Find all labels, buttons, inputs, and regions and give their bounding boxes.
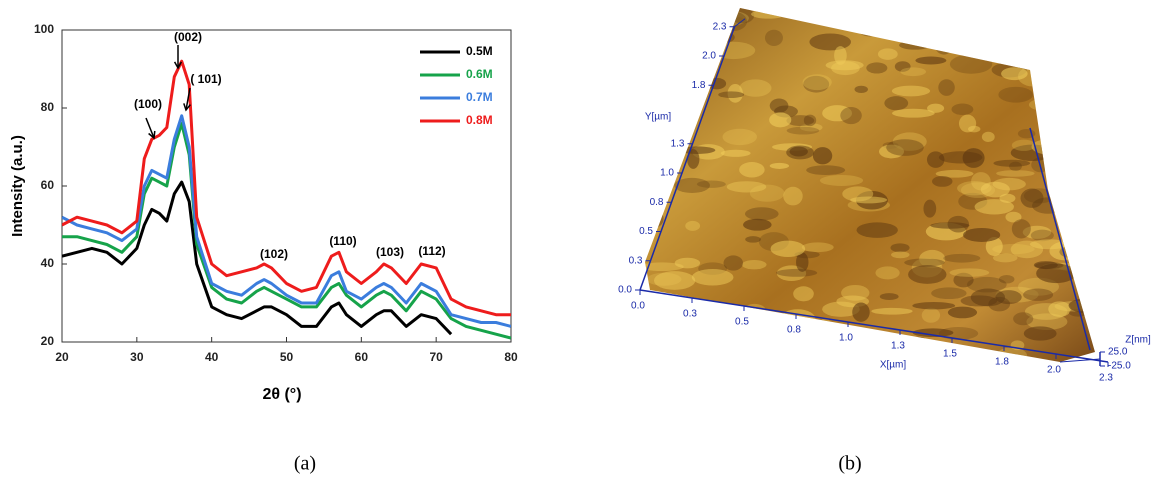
- x-axis: [639, 289, 1109, 363]
- arrow: [185, 87, 191, 111]
- x-tick-label: 0.0: [631, 301, 645, 312]
- legend-label: 0.8M: [466, 113, 493, 127]
- z-link: [1059, 358, 1101, 363]
- arrow-head: [173, 61, 183, 70]
- y-axis-label: Intensity (a.u.): [9, 135, 26, 237]
- x-tick-label: 1.0: [839, 333, 853, 344]
- x-tick-label: 1.8: [995, 357, 1009, 368]
- x-tick-label: 40: [205, 350, 219, 364]
- y-tick-label: 2.3: [713, 21, 727, 32]
- z-tick-label: -25.0: [1108, 361, 1131, 372]
- x-tick-label: 1.3: [891, 341, 905, 352]
- x-tick-label: 0.8: [787, 325, 801, 336]
- x-tick-label: 2.0: [1047, 365, 1061, 376]
- arrow-head: [148, 130, 156, 140]
- y-axis: [639, 26, 736, 291]
- y-tick-label: 60: [41, 178, 55, 192]
- y-tick-label: 0.0: [618, 285, 632, 296]
- legend-label: 0.7M: [466, 90, 493, 104]
- y-tick-label: 0.8: [650, 197, 664, 208]
- caption: (a): [294, 453, 316, 475]
- z-tick-label: 25.0: [1108, 347, 1128, 358]
- x-axis-label: X[µm]: [880, 360, 907, 371]
- arrow-head: [183, 103, 191, 112]
- x-tick-label: 1.5: [943, 349, 957, 360]
- y-tick-label: 100: [34, 22, 54, 36]
- y-axis-label: Y[µm]: [645, 112, 672, 123]
- x-tick-label: 60: [355, 350, 369, 364]
- peak-label: (100): [134, 97, 162, 111]
- arrow: [145, 117, 155, 139]
- peak-label: (112): [418, 244, 445, 258]
- x-tick-label: 2.3: [1099, 373, 1113, 384]
- series-line: [62, 114, 511, 328]
- x-tick-label: 20: [55, 350, 69, 364]
- x-tick-label: 30: [130, 350, 144, 364]
- x-tick-label: 70: [429, 350, 443, 364]
- peak-label: (102): [260, 247, 288, 261]
- x-tick-label: 0.5: [735, 317, 749, 328]
- y-tick-label: 2.0: [702, 51, 716, 62]
- caption: (b): [838, 453, 861, 475]
- peak-label: (002): [174, 30, 202, 44]
- y-tick-label: 80: [41, 100, 55, 114]
- y-tick-label: 40: [41, 256, 55, 270]
- peak-label: (110): [329, 234, 356, 248]
- y-tick-label: 0.5: [639, 226, 653, 237]
- y-axis-far: [734, 18, 746, 28]
- plot-area: [62, 59, 511, 340]
- x-tick-label: 0.3: [683, 309, 697, 320]
- peak-label: (103): [376, 245, 404, 259]
- legend-label: 0.5M: [466, 44, 493, 58]
- y-tick-label: 1.0: [660, 168, 674, 179]
- legend-label: 0.6M: [466, 67, 493, 81]
- y-tick-label: 1.8: [692, 80, 706, 91]
- y-tick-label: 0.3: [629, 255, 643, 266]
- x-tick-label: 80: [504, 350, 518, 364]
- x-tick-label: 50: [280, 350, 294, 364]
- series-line: [62, 180, 453, 336]
- y-tick-label: 1.3: [671, 138, 685, 149]
- x-axis-label: 2θ (°): [262, 386, 301, 403]
- y-tick-label: 20: [41, 334, 55, 348]
- frame-edge: [1029, 127, 1091, 351]
- z-axis-label: Z[nm]: [1125, 335, 1151, 346]
- series-line: [62, 59, 511, 317]
- series-line: [62, 122, 511, 340]
- peak-label: ( 101): [190, 72, 221, 86]
